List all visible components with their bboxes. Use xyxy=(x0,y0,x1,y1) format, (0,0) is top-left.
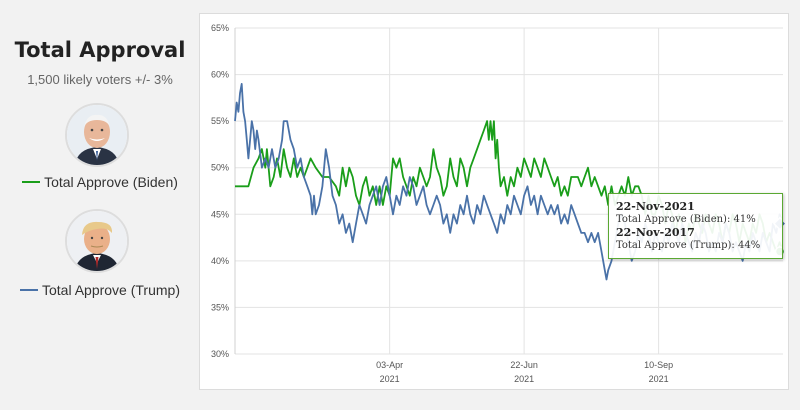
legend-item-trump[interactable]: Total Approve (Trump) xyxy=(0,282,200,298)
legend-item-biden[interactable]: Total Approve (Biden) xyxy=(0,174,200,190)
y-tick-label: 35% xyxy=(211,302,229,312)
legend-label-biden: Total Approve (Biden) xyxy=(44,174,178,190)
chart-subtitle: 1,500 likely voters +/- 3% xyxy=(27,72,173,87)
x-tick-label: 03-Apr xyxy=(376,360,403,370)
y-tick-label: 55% xyxy=(211,116,229,126)
y-tick-label: 65% xyxy=(211,23,229,33)
y-tick-label: 30% xyxy=(211,349,229,359)
y-tick-label: 60% xyxy=(211,70,229,80)
x-tick-year: 2021 xyxy=(380,374,400,384)
y-tick-label: 50% xyxy=(211,163,229,173)
y-tick-label: 45% xyxy=(211,209,229,219)
sidebar: Total Approval 1,500 likely voters +/- 3… xyxy=(0,0,200,410)
biden-legend-line xyxy=(22,181,41,183)
x-tick-year: 2021 xyxy=(514,374,534,384)
tooltip-value-biden: Total Approve (Biden): 41% xyxy=(616,214,756,225)
chart-tooltip: 22-Nov-2021 Total Approve (Biden): 41% 2… xyxy=(608,193,783,259)
approval-line-chart: 30% 35% 40% 45% 50% 55% 60% 65% 03-Apr 2021 22-Jun… xyxy=(211,23,788,384)
chart-title: Total Approval xyxy=(14,38,186,62)
y-tick-label: 40% xyxy=(211,256,229,266)
tooltip-date-trump: 22-Nov-2017 xyxy=(616,226,695,239)
x-tick-year: 2021 xyxy=(649,374,669,384)
biden-portrait xyxy=(65,103,129,167)
x-tick-label: 10-Sep xyxy=(644,360,673,370)
legend-label-trump: Total Approve (Trump) xyxy=(42,282,180,298)
tooltip-date-biden: 22-Nov-2021 xyxy=(616,200,695,213)
x-tick-label: 22-Jun xyxy=(510,360,538,370)
trump-legend-line xyxy=(20,289,38,291)
tooltip-value-trump: Total Approve (Trump): 44% xyxy=(616,240,761,251)
trump-portrait xyxy=(65,209,129,273)
